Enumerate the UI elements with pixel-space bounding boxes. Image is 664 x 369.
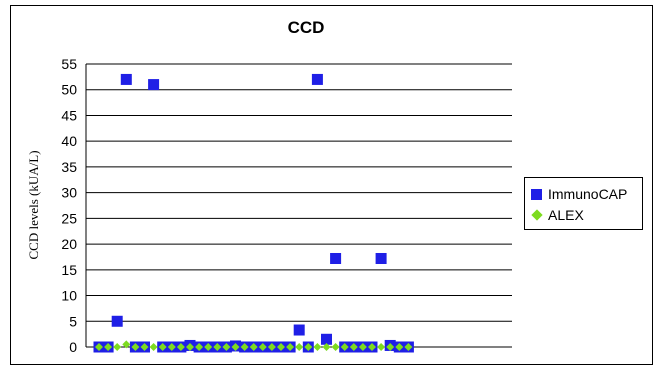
y-tick-label: 45	[61, 107, 77, 123]
y-tick-label: 5	[69, 313, 77, 329]
alex-point	[213, 343, 222, 351]
alex-point	[304, 343, 313, 351]
alex-point	[340, 343, 349, 351]
y-tick-label: 20	[61, 236, 77, 252]
immunocap-point	[311, 73, 323, 85]
legend-label: ALEX	[548, 207, 584, 223]
immunocap-point	[375, 252, 387, 264]
legend-item-immunocap: ImmunoCAP	[531, 184, 627, 204]
y-tick-label: 25	[61, 210, 77, 226]
alex-point	[331, 343, 340, 351]
legend: ImmunoCAP ALEX	[524, 177, 643, 230]
alex-point	[167, 343, 176, 351]
y-axis-label: CCD levels (kUA/L)	[26, 150, 41, 259]
alex-point	[277, 343, 285, 351]
gridlines	[85, 63, 512, 348]
alex-point	[249, 343, 258, 351]
y-tick-labels: 0 5 10 15 20 25 30 35 40 45 50 55	[61, 56, 77, 355]
immunocap-point	[148, 79, 160, 91]
immunocap-point	[330, 252, 342, 264]
alex-point	[368, 343, 376, 351]
immunocap-point	[120, 73, 132, 85]
y-tick-label: 30	[61, 185, 77, 201]
alex-point	[349, 343, 358, 351]
alex-point	[186, 343, 194, 351]
chart-title: CCD	[288, 18, 325, 37]
alex-point	[176, 343, 185, 351]
alex-point	[286, 343, 295, 351]
legend-item-alex: ALEX	[531, 205, 584, 225]
alex-point	[358, 343, 367, 351]
alex-point	[122, 340, 131, 349]
immunocap-point	[111, 315, 123, 327]
y-tick-label: 15	[61, 262, 77, 278]
immunocap-point	[321, 333, 332, 345]
alex-point	[195, 343, 204, 351]
diamond-marker-icon	[531, 209, 543, 221]
alex-point	[258, 343, 267, 351]
alex-point	[322, 343, 331, 351]
alex-point	[313, 343, 322, 351]
legend-label: ImmunoCAP	[548, 186, 628, 202]
alex-point	[149, 343, 158, 351]
alex-point	[267, 343, 276, 351]
alex-point	[204, 343, 213, 351]
alex-point	[377, 343, 386, 351]
alex-point	[140, 343, 149, 351]
alex-point	[404, 343, 413, 351]
y-tick-label: 35	[61, 159, 77, 175]
alex-point	[240, 343, 249, 351]
y-tick-label: 50	[61, 82, 77, 98]
data-points	[93, 73, 414, 353]
y-tick-label: 40	[61, 133, 77, 149]
alex-point	[395, 343, 404, 351]
alex-point	[104, 343, 113, 351]
square-marker-icon	[531, 188, 542, 200]
immunocap-point	[293, 324, 305, 336]
alex-point	[231, 343, 240, 351]
alex-point	[131, 343, 140, 351]
alex-point	[95, 343, 103, 351]
y-tick-label: 10	[61, 288, 77, 304]
alex-point	[295, 343, 304, 351]
y-tick-label: 55	[61, 56, 77, 72]
alex-point	[113, 343, 122, 351]
y-tick-label: 0	[69, 339, 77, 355]
alex-point	[222, 343, 231, 351]
alex-point	[386, 343, 395, 351]
alex-point	[158, 343, 167, 351]
